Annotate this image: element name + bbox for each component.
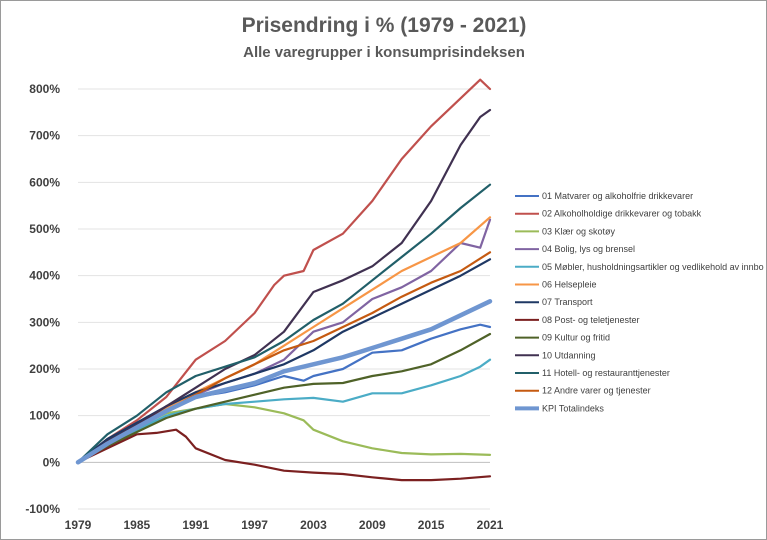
x-tick-label: 2015 bbox=[418, 518, 445, 532]
grid-layer bbox=[78, 88, 490, 510]
x-tick-label: 2009 bbox=[359, 518, 386, 532]
legend-label: KPI Totalindeks bbox=[542, 403, 604, 413]
series-line bbox=[76, 183, 492, 464]
legend-label: 05 Møbler, husholdningsartikler og vedli… bbox=[542, 262, 764, 272]
y-tick-label: -100% bbox=[25, 502, 60, 516]
series-line bbox=[76, 358, 492, 464]
series-line bbox=[76, 428, 492, 482]
series-line bbox=[75, 299, 493, 465]
x-tick-label: 2003 bbox=[300, 518, 327, 532]
legend-label: 07 Transport bbox=[542, 297, 593, 307]
y-tick-label: 300% bbox=[29, 315, 60, 329]
legend-label: 02 Alkoholholdige drikkevarer og tobakk bbox=[542, 209, 702, 219]
legend: 01 Matvarer og alkoholfrie drikkevarer 02… bbox=[515, 191, 764, 413]
legend-label: 04 Bolig, lys og brensel bbox=[542, 244, 635, 254]
legend-label: 11 Hotell- og restauranttjenester bbox=[542, 368, 670, 378]
series-layer bbox=[75, 78, 493, 482]
y-tick-label: 700% bbox=[29, 129, 60, 143]
x-tick-label: 1997 bbox=[241, 518, 268, 532]
x-tick-label: 1985 bbox=[124, 518, 151, 532]
y-tick-label: 400% bbox=[29, 269, 60, 283]
series-line bbox=[76, 78, 492, 464]
chart-title: Prisendring i % (1979 - 2021) bbox=[242, 14, 527, 37]
series-line bbox=[76, 258, 492, 464]
y-tick-label: 500% bbox=[29, 222, 60, 236]
chart-subtitle: Alle varegrupper i konsumprisindeksen bbox=[243, 44, 525, 61]
series-line bbox=[76, 332, 492, 464]
x-tick-label: 1991 bbox=[182, 518, 209, 532]
y-tick-label: 100% bbox=[29, 409, 60, 423]
tick-layer: -100% 0% 100% 200% 300% 400% 500% 600% 700% 800% 1… bbox=[25, 82, 503, 532]
legend-label: 09 Kultur og fritid bbox=[542, 333, 610, 343]
legend-label: 08 Post- og teletjenester bbox=[542, 315, 640, 325]
y-tick-label: 200% bbox=[29, 362, 60, 376]
legend-label: 03 Klær og skotøy bbox=[542, 226, 616, 236]
y-tick-label: 0% bbox=[43, 455, 61, 469]
series-line bbox=[76, 108, 492, 464]
legend-label: 10 Utdanning bbox=[542, 350, 596, 360]
x-tick-label: 2021 bbox=[477, 518, 504, 532]
legend-label: 12 Andre varer og tjenester bbox=[542, 386, 651, 396]
x-tick-label: 1979 bbox=[65, 518, 92, 532]
legend-label: 06 Helsepleie bbox=[542, 280, 597, 290]
y-tick-label: 800% bbox=[29, 82, 60, 96]
y-tick-label: 600% bbox=[29, 175, 60, 189]
legend-label: 01 Matvarer og alkoholfrie drikkevarer bbox=[542, 191, 693, 201]
